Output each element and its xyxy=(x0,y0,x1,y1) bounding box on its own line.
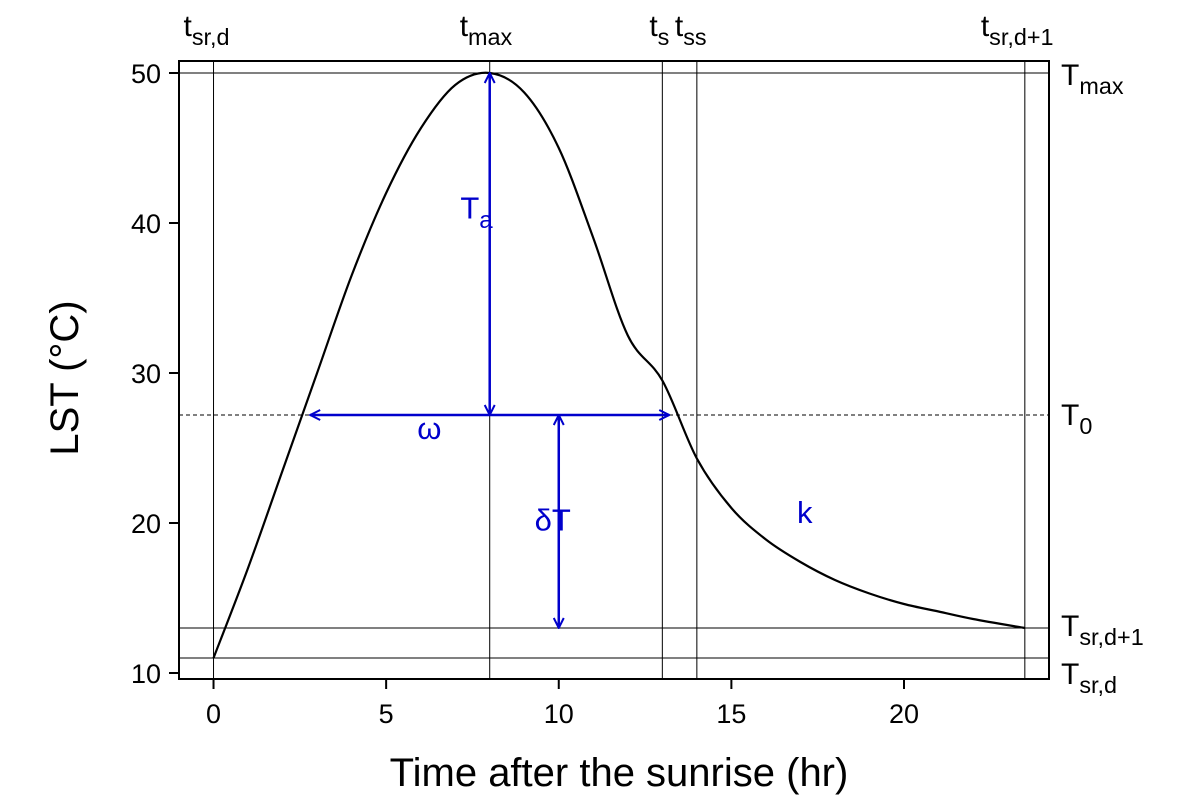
curve-layer xyxy=(212,71,1026,659)
y-tick-label: 50 xyxy=(131,59,161,89)
x-tick-label: 20 xyxy=(889,699,919,729)
annotation-omega: ω xyxy=(417,411,441,446)
y-tick-label: 40 xyxy=(131,209,161,239)
right-label-T-max: Tmax xyxy=(1061,59,1124,99)
annotation-k: k xyxy=(797,495,813,530)
x-tick-label: 5 xyxy=(379,699,394,729)
top-label-t-s: ts xyxy=(649,10,669,50)
top-label-t-sr-d-1: tsr,d+1 xyxy=(981,10,1054,50)
arrow-layer xyxy=(310,73,669,628)
y-tick-label: 20 xyxy=(131,509,161,539)
right-label-T-sr-d: Tsr,d xyxy=(1061,658,1117,698)
x-axis-title: Time after the sunrise (hr) xyxy=(390,751,849,795)
top-label-t-sr-d: tsr,d xyxy=(184,10,230,50)
y-tick-label: 30 xyxy=(131,359,161,389)
axis-ticks: 0 5 10 15 20 10 20 30 40 50 xyxy=(131,59,919,729)
y-axis-title: LST (°C) xyxy=(43,300,87,455)
x-tick-label: 10 xyxy=(544,699,574,729)
y-tick-label: 10 xyxy=(131,659,161,689)
x-tick-label: 0 xyxy=(206,699,221,729)
x-tick-label: 15 xyxy=(716,699,746,729)
reference-lines xyxy=(179,61,1049,679)
annotation-deltaT: δT xyxy=(535,503,571,538)
plot-frame xyxy=(178,60,1050,680)
right-label-T-sr-d-1: Tsr,d+1 xyxy=(1061,610,1144,650)
right-label-T-0: T0 xyxy=(1061,399,1092,439)
lst-curve xyxy=(212,71,1026,659)
top-label-t-max: tmax xyxy=(460,10,513,50)
annotation-Ta: Ta xyxy=(460,191,493,234)
top-label-t-ss: tss xyxy=(675,10,707,50)
